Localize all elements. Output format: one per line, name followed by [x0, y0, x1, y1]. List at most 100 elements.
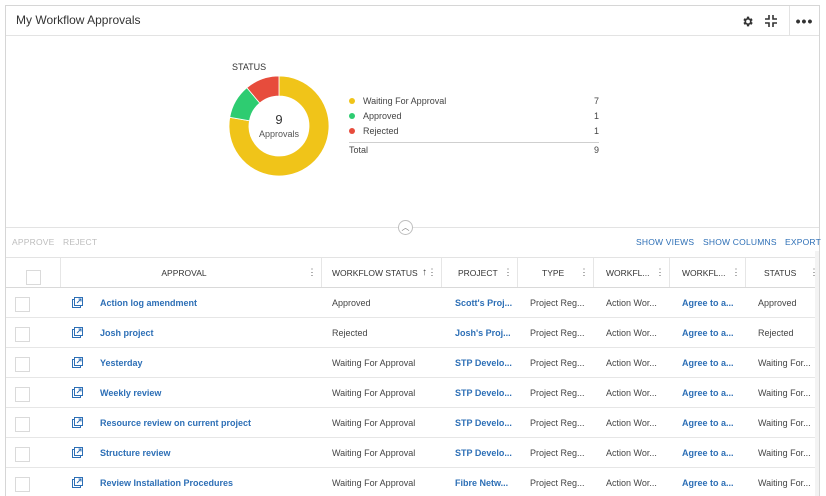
cell-approval[interactable]: Review Installation Procedures	[100, 477, 234, 488]
open-record-icon[interactable]	[72, 318, 86, 347]
table-row[interactable]: Structure review Waiting For Approval STP …	[6, 438, 819, 468]
status-donut-chart	[228, 75, 330, 177]
legend-label: Waiting For Approval	[363, 96, 447, 106]
cell-workflow-2[interactable]: Agree to a...	[682, 357, 734, 368]
column-header-type[interactable]: TYPE ⋮	[518, 258, 594, 287]
open-record-icon[interactable]	[72, 348, 86, 377]
row-checkbox[interactable]	[15, 357, 30, 372]
cell-project[interactable]: STP Develo...	[455, 417, 512, 428]
legend-item[interactable]: Waiting For Approval 7	[349, 95, 599, 110]
column-header-approval[interactable]: APPROVAL ⋮	[61, 258, 322, 287]
donut-slice-rejected[interactable]	[246, 75, 280, 104]
cell-workflow-1: Action Wor...	[606, 477, 657, 488]
row-checkbox[interactable]	[15, 387, 30, 402]
column-header-workflow-status[interactable]: WORKFLOW STATUS ↑ ⋮	[322, 258, 442, 287]
status-chart: STATUS 9 Approvals Waiting For Approval 7…	[6, 37, 819, 227]
column-menu-icon[interactable]: ⋮	[579, 267, 589, 277]
row-checkbox[interactable]	[15, 297, 30, 312]
chevron-up-icon[interactable]: ︿	[398, 220, 413, 235]
column-menu-icon[interactable]: ⋮	[307, 267, 317, 277]
donut-total-value: 9	[275, 112, 283, 127]
cell-type: Project Reg...	[530, 417, 585, 428]
column-menu-icon[interactable]: ⋮	[655, 267, 665, 277]
reject-button[interactable]: REJECT	[63, 237, 98, 247]
header-actions: •••	[735, 6, 819, 36]
export-button[interactable]: EXPORT	[785, 237, 821, 247]
table-row[interactable]: Weekly review Waiting For Approval STP Dev…	[6, 378, 819, 408]
cell-workflow-status: Waiting For Approval	[332, 447, 416, 458]
cell-workflow-2[interactable]: Agree to a...	[682, 417, 734, 428]
sort-ascending-icon[interactable]: ↑	[422, 267, 427, 278]
cell-approval[interactable]: Structure review	[100, 447, 171, 458]
cell-project[interactable]: Josh's Proj...	[455, 327, 511, 338]
row-checkbox-cell	[15, 438, 35, 467]
cell-workflow-1: Action Wor...	[606, 387, 657, 398]
cell-project[interactable]: STP Develo...	[455, 447, 512, 458]
table-row[interactable]: Yesterday Waiting For Approval STP Develo.…	[6, 348, 819, 378]
legend-value: 1	[593, 126, 599, 136]
table-row[interactable]: Review Installation Procedures Waiting Fo…	[6, 468, 819, 496]
column-header-workflow-1[interactable]: WORKFL... ⋮	[594, 258, 670, 287]
column-menu-icon[interactable]: ⋮	[503, 267, 513, 277]
table-row[interactable]: Josh project Rejected Josh's Proj... Projec…	[6, 318, 819, 348]
panel-title: My Workflow Approvals	[16, 13, 141, 27]
column-menu-icon[interactable]: ⋮	[731, 267, 741, 277]
cell-project[interactable]: Fibre Netw...	[455, 477, 509, 488]
show-columns-button[interactable]: SHOW COLUMNS	[703, 237, 777, 247]
row-checkbox-cell	[15, 348, 35, 377]
legend-item[interactable]: Rejected 1	[349, 125, 599, 140]
more-icon[interactable]: •••	[789, 6, 819, 36]
select-all-checkbox[interactable]	[25, 269, 41, 285]
table-row[interactable]: Action log amendment Approved Scott's Proj…	[6, 288, 819, 318]
cell-status: Rejected	[758, 327, 794, 338]
column-label-workflow-status: WORKFLOW STATUS	[332, 267, 418, 278]
cell-type: Project Reg...	[530, 297, 585, 308]
legend-total-label: Total	[349, 145, 369, 155]
cell-workflow-2[interactable]: Agree to a...	[682, 327, 734, 338]
row-checkbox-cell	[15, 408, 35, 437]
cell-project[interactable]: Scott's Proj...	[455, 297, 513, 308]
cell-workflow-2[interactable]: Agree to a...	[682, 447, 734, 458]
cell-approval[interactable]: Resource review on current project	[100, 417, 252, 428]
show-views-button[interactable]: SHOW VIEWS	[636, 237, 695, 247]
cell-approval[interactable]: Yesterday	[100, 357, 143, 368]
cell-approval[interactable]: Action log amendment	[100, 297, 198, 308]
row-checkbox[interactable]	[15, 327, 30, 342]
vertical-scrollbar[interactable]	[815, 251, 819, 496]
column-header-project[interactable]: PROJECT ⋮	[442, 258, 518, 287]
cell-type: Project Reg...	[530, 477, 585, 488]
legend-item[interactable]: Approved 1	[349, 110, 599, 125]
cell-status: Waiting For...	[758, 357, 811, 368]
collapse-icon[interactable]	[759, 6, 783, 36]
cell-project[interactable]: STP Develo...	[455, 357, 512, 368]
cell-workflow-2[interactable]: Agree to a...	[682, 387, 734, 398]
gear-icon[interactable]	[735, 6, 759, 36]
open-record-icon[interactable]	[72, 408, 86, 437]
column-header-status[interactable]: STATUS ⋮	[746, 258, 821, 287]
workflow-approvals-panel: My Workflow Approvals ••• STATUS 9 Appro…	[5, 5, 821, 496]
chart-title: STATUS	[232, 62, 267, 72]
row-checkbox[interactable]	[15, 417, 30, 432]
column-menu-icon[interactable]: ⋮	[809, 267, 819, 277]
open-record-icon[interactable]	[72, 288, 86, 317]
cell-approval[interactable]: Josh project	[100, 327, 154, 338]
row-checkbox[interactable]	[15, 477, 30, 492]
row-checkbox[interactable]	[15, 447, 30, 462]
cell-type: Project Reg...	[530, 387, 585, 398]
cell-project[interactable]: STP Develo...	[455, 387, 512, 398]
table-row[interactable]: Resource review on current project Waitin…	[6, 408, 819, 438]
grid-toolbar: APPROVE REJECT SHOW VIEWS SHOW COLUMNS E…	[6, 232, 821, 254]
approve-button[interactable]: APPROVE	[12, 237, 55, 247]
cell-workflow-2[interactable]: Agree to a...	[682, 297, 734, 308]
open-record-icon[interactable]	[72, 468, 86, 496]
cell-workflow-2[interactable]: Agree to a...	[682, 477, 734, 488]
cell-status: Waiting For...	[758, 417, 811, 428]
open-record-icon[interactable]	[72, 378, 86, 407]
cell-status: Waiting For...	[758, 447, 811, 458]
cell-workflow-status: Waiting For Approval	[332, 477, 416, 488]
open-record-icon[interactable]	[72, 438, 86, 467]
column-header-workflow-2[interactable]: WORKFL... ⋮	[670, 258, 746, 287]
column-menu-icon[interactable]: ⋮	[427, 267, 437, 277]
cell-approval[interactable]: Weekly review	[100, 387, 162, 398]
donut-slice-waiting-for-approval[interactable]	[228, 75, 330, 177]
